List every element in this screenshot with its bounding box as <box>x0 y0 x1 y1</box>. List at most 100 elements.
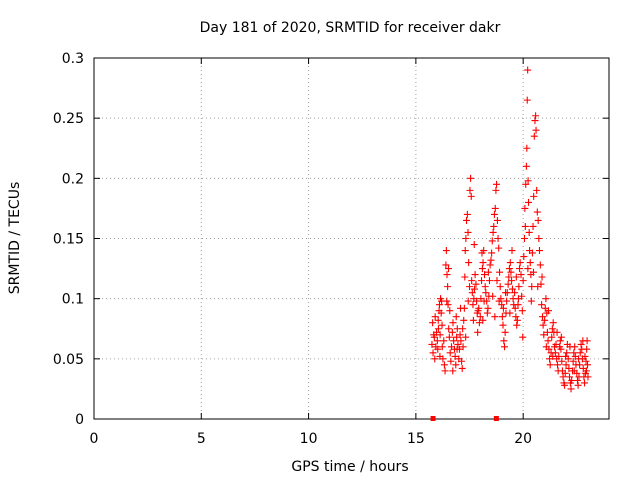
data-point <box>453 345 461 353</box>
data-point <box>496 268 504 276</box>
data-point <box>538 273 546 281</box>
data-point <box>491 204 499 212</box>
data-point <box>527 297 535 305</box>
data-point <box>495 244 503 252</box>
data-point <box>468 289 476 297</box>
data-point <box>449 319 457 327</box>
data-point <box>458 357 466 365</box>
data-point <box>565 364 573 372</box>
data-point <box>487 256 495 264</box>
data-point <box>500 343 508 351</box>
data-point <box>534 216 542 224</box>
data-point <box>481 271 489 279</box>
data-point <box>466 283 474 291</box>
data-point <box>459 325 467 333</box>
data-point <box>465 259 473 267</box>
data-point <box>562 352 570 360</box>
data-point <box>482 289 490 297</box>
data-point <box>461 247 469 255</box>
data-point <box>534 283 542 291</box>
data-point <box>558 357 566 365</box>
data-point <box>440 337 448 345</box>
data-point <box>438 321 446 329</box>
data-point <box>462 333 470 341</box>
data-point <box>479 259 487 267</box>
data-point <box>499 304 507 312</box>
data-point <box>446 349 454 357</box>
data-point <box>528 249 536 257</box>
data-point <box>511 289 519 297</box>
data-point <box>542 343 550 351</box>
data-point <box>456 331 464 339</box>
data-point <box>443 297 451 305</box>
data-point <box>468 277 476 285</box>
data-point <box>472 280 480 288</box>
data-point <box>506 309 514 317</box>
data-point <box>581 379 589 387</box>
data-point <box>457 337 465 345</box>
data-point <box>434 325 442 333</box>
data-point <box>470 285 478 293</box>
data-point <box>500 337 508 345</box>
data-point <box>553 328 561 336</box>
data-point <box>503 297 511 305</box>
data-point <box>577 340 585 348</box>
data-point <box>519 277 527 285</box>
data-point <box>429 319 437 327</box>
data-point <box>515 283 523 291</box>
data-point <box>529 222 537 230</box>
data-point <box>530 132 538 140</box>
data-point <box>493 216 501 224</box>
data-point <box>449 367 457 375</box>
data-point <box>467 192 475 200</box>
data-point <box>490 210 498 218</box>
data-point <box>535 235 543 242</box>
data-point <box>492 186 500 194</box>
data-point <box>513 321 521 329</box>
data-point <box>438 343 446 351</box>
data-point <box>505 265 513 273</box>
y-tick-label: 0.1 <box>62 292 84 308</box>
x-tick-label: 5 <box>197 431 206 447</box>
data-point <box>540 331 548 339</box>
data-point <box>561 369 569 377</box>
data-point <box>432 328 440 336</box>
axis-ticks: 0 0.05 0.1 0.15 0.2 0.25 0.3 0 5 10 15 20 <box>53 51 609 447</box>
y-tick-label: 0.3 <box>62 51 84 67</box>
grid <box>94 58 609 419</box>
data-point <box>538 313 546 321</box>
data-point <box>430 333 438 341</box>
data-point <box>451 352 459 360</box>
data-point <box>525 198 533 206</box>
data-point <box>452 361 460 369</box>
data-point <box>521 204 529 212</box>
data-point <box>489 228 497 236</box>
data-point <box>446 307 454 315</box>
data-point <box>562 361 570 369</box>
data-point <box>437 309 445 317</box>
data-point <box>484 268 492 276</box>
data-point <box>457 304 465 312</box>
data-point <box>522 180 530 188</box>
data-point <box>533 208 541 216</box>
data-point <box>470 241 478 249</box>
data-point <box>496 283 504 291</box>
data-point <box>493 277 501 285</box>
data-point <box>584 373 592 381</box>
data-point <box>444 265 452 273</box>
data-point <box>473 297 481 305</box>
data-point <box>463 216 471 224</box>
data-point <box>458 364 466 372</box>
data-point <box>567 385 575 393</box>
data-point <box>501 328 509 336</box>
data-point <box>516 259 524 267</box>
data-point <box>436 331 444 339</box>
data-point <box>440 361 448 369</box>
data-point <box>549 352 557 360</box>
data-point <box>523 96 531 104</box>
data-point <box>532 112 540 120</box>
data-point <box>539 321 547 329</box>
data-point <box>483 309 491 317</box>
data-point <box>461 273 469 281</box>
data-point <box>434 316 442 324</box>
